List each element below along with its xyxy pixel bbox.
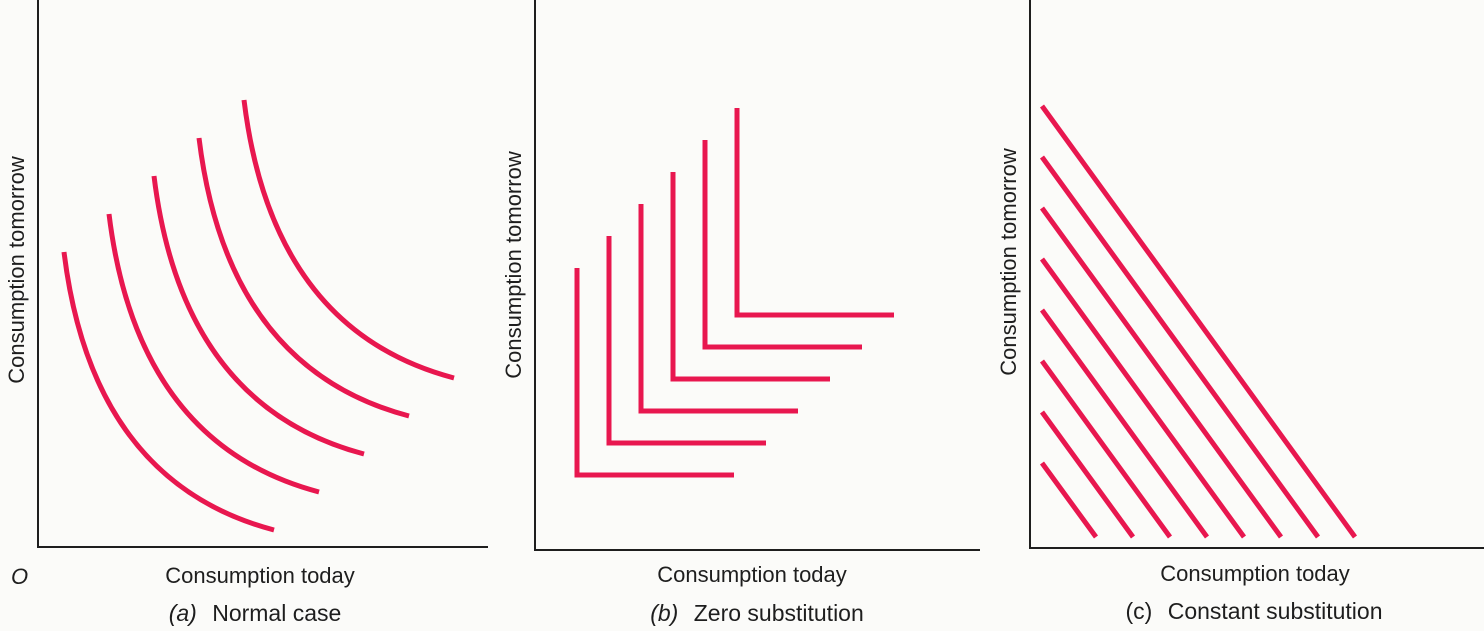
panel-b-xlabel: Consumption today xyxy=(657,562,847,587)
indifference-curve-b1 xyxy=(574,268,734,478)
indifference-curve-a4 xyxy=(196,137,410,419)
indifference-curve-b2 xyxy=(606,236,766,446)
panel-c-xlabel: Consumption today xyxy=(1160,561,1350,586)
panel-a-axes xyxy=(37,0,488,548)
indifference-curve-c3 xyxy=(1039,359,1173,539)
panel-c-caption-text: Constant substitution xyxy=(1168,598,1383,624)
indifference-curve-a3 xyxy=(151,175,365,457)
panel-a: Consumption tomorrow O Consumption today… xyxy=(4,0,488,626)
panel-c-curves xyxy=(1039,104,1358,539)
indifference-curve-b3 xyxy=(638,204,798,414)
indifference-curve-b6 xyxy=(734,108,894,318)
indifference-curve-c2 xyxy=(1039,410,1136,539)
indifference-curve-c5 xyxy=(1039,257,1247,539)
indifference-curve-c1 xyxy=(1039,461,1099,539)
panel-c-axes xyxy=(1029,0,1484,549)
panel-c-ylabel: Consumption tomorrow xyxy=(996,148,1021,376)
panel-a-caption: (a) Normal case xyxy=(169,600,342,626)
indifference-curve-c8 xyxy=(1039,104,1358,539)
panel-c-caption-letter: (c) xyxy=(1125,598,1152,624)
panel-b-caption: (b) Zero substitution xyxy=(650,600,864,626)
indifference-curve-a2 xyxy=(106,213,320,495)
origin-label: O xyxy=(11,564,28,589)
panel-c: Consumption tomorrow Consumption today (… xyxy=(996,0,1484,624)
indifference-curve-c4 xyxy=(1039,308,1210,539)
indifference-curve-a1 xyxy=(61,251,275,533)
panel-b-curves xyxy=(574,108,894,478)
panel-b-caption-text: Zero substitution xyxy=(694,600,864,626)
panel-a-ylabel: Consumption tomorrow xyxy=(4,156,29,384)
panel-b-axes xyxy=(534,0,980,551)
panel-c-caption: (c) Constant substitution xyxy=(1125,598,1382,624)
panel-a-caption-letter: (a) xyxy=(169,600,197,626)
panel-b-caption-letter: (b) xyxy=(650,600,678,626)
indifference-curve-a5 xyxy=(241,99,455,381)
indifference-curve-c7 xyxy=(1039,155,1321,539)
panel-a-caption-text: Normal case xyxy=(212,600,341,626)
indifference-curve-c6 xyxy=(1039,206,1284,539)
indifference-curve-b5 xyxy=(702,140,862,350)
indifference-curve-b4 xyxy=(670,172,830,382)
panel-a-curves xyxy=(61,99,455,533)
panel-b: Consumption tomorrow Consumption today (… xyxy=(501,0,980,626)
panel-a-xlabel: Consumption today xyxy=(165,563,355,588)
panel-b-ylabel: Consumption tomorrow xyxy=(501,151,526,379)
